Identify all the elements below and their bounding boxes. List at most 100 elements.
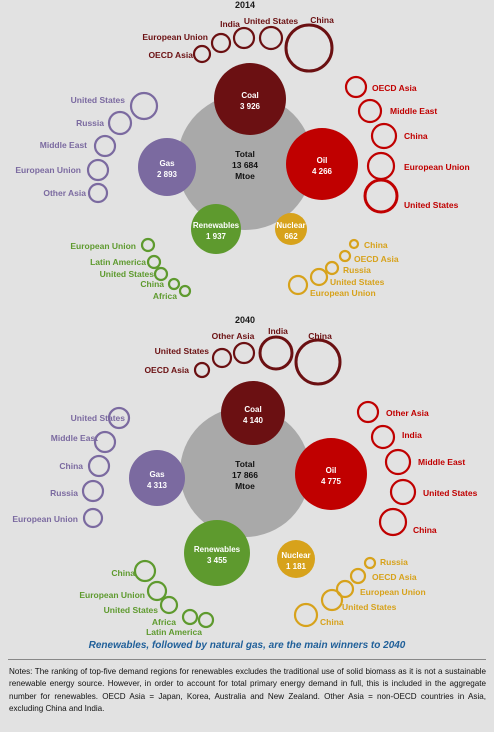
renewables-bubble — [184, 520, 250, 586]
oil-region-ring-other-asia — [356, 400, 380, 424]
nuclear-region-label-china: China — [364, 240, 388, 250]
oil-region-label-middle-east: Middle East — [390, 106, 437, 116]
renewables-region-label-european-union: European Union — [79, 590, 145, 600]
nuclear-region-label-russia: Russia — [343, 265, 371, 275]
coal-bubble — [214, 63, 286, 135]
coal-bubble — [221, 381, 285, 445]
gas-label: Gas — [159, 159, 175, 168]
renewables-region-ring-latin-america — [197, 611, 215, 629]
oil-region-ring-china — [370, 122, 398, 150]
coal-region-label-european-union: European Union — [142, 32, 208, 42]
total-unit: Mtoe — [235, 171, 255, 181]
gas-region-ring-russia — [81, 479, 105, 503]
renewables-region-label-africa: Africa — [153, 291, 177, 301]
nuclear-region-label-china: China — [320, 617, 344, 627]
nuclear-region-label-united-states: United States — [330, 277, 385, 287]
gas-region-label-middle-east: Middle East — [40, 140, 87, 150]
oil-region-label-middle-east: Middle East — [418, 457, 465, 467]
gas-region-label-china: China — [59, 461, 83, 471]
coal-value: 4 140 — [243, 416, 264, 425]
gas-region-ring-middle-east — [93, 134, 117, 158]
figure-caption: Renewables, followed by natural gas, are… — [88, 640, 406, 651]
coal-region-label-china: China — [310, 15, 334, 25]
gas-region-label-russia: Russia — [76, 118, 104, 128]
oil-region-ring-middle-east — [357, 98, 383, 124]
gas-region-ring-european-union — [86, 158, 110, 182]
gas-region-label-russia: Russia — [50, 488, 78, 498]
total-unit: Mtoe — [235, 481, 255, 491]
gas-value: 4 313 — [147, 481, 168, 490]
gas-region-ring-other-asia — [87, 182, 109, 204]
nuclear-region-ring-russia — [363, 556, 377, 570]
total-value: 13 684 — [232, 160, 258, 170]
nuclear-bubble — [277, 540, 315, 578]
oil-bubble — [295, 438, 367, 510]
gas-region-label-middle-east: Middle East — [51, 433, 98, 443]
oil-region-ring-india — [370, 424, 396, 450]
oil-region-ring-united-states — [389, 478, 417, 506]
gas-region-label-other-asia: Other Asia — [43, 188, 86, 198]
nuclear-region-label-russia: Russia — [380, 557, 408, 567]
nuclear-region-label-european-union: European Union — [360, 587, 426, 597]
coal-region-ring-oecd-asia — [193, 361, 211, 379]
renewables-region-ring-china — [133, 559, 157, 583]
divider — [8, 659, 486, 660]
oil-region-ring-china — [378, 507, 408, 537]
renewables-region-ring-european-union — [140, 237, 156, 253]
coal-region-label-oecd-asia: OECD Asia — [148, 50, 193, 60]
renewables-region-label-china: China — [111, 568, 135, 578]
coal-region-ring-china — [294, 338, 342, 386]
gas-bubble — [129, 450, 185, 506]
nuclear-region-ring-oecd-asia — [349, 567, 367, 585]
year-label: 2014 — [235, 0, 255, 10]
renewables-region-label-european-union: European Union — [70, 241, 136, 251]
gas-region-ring-middle-east — [93, 430, 117, 454]
total-label: Total — [235, 149, 255, 159]
gas-region-ring-united-states — [107, 406, 131, 430]
gas-region-ring-russia — [107, 110, 133, 136]
renewables-region-ring-latin-america — [146, 254, 162, 270]
renewables-label: Renewables — [194, 545, 241, 554]
gas-value: 2 893 — [157, 170, 178, 179]
coal-label: Coal — [241, 91, 258, 100]
renewables-region-ring-africa — [181, 608, 199, 626]
renewables-region-ring-united-states — [153, 266, 169, 282]
nuclear-value: 1 181 — [286, 562, 307, 571]
coal-region-ring-india — [232, 26, 256, 50]
gas-region-ring-united-states — [129, 91, 159, 121]
coal-region-ring-china — [284, 23, 334, 73]
coal-region-ring-india — [258, 335, 294, 371]
coal-region-label-india: India — [268, 326, 288, 336]
nuclear-label: Nuclear — [281, 551, 310, 560]
oil-region-label-oecd-asia: OECD Asia — [372, 83, 417, 93]
total-value: 17 866 — [232, 470, 258, 480]
coal-region-ring-united-states — [211, 347, 233, 369]
coal-region-label-united-states: United States — [244, 16, 299, 26]
nuclear-region-label-united-states: United States — [342, 602, 397, 612]
renewables-region-ring-china — [167, 277, 181, 291]
total-bubble — [180, 407, 310, 537]
coal-region-label-united-states: United States — [155, 346, 210, 356]
coal-region-label-china: China — [308, 331, 332, 341]
renewables-value: 1 937 — [206, 232, 227, 241]
nuclear-region-ring-european-union — [287, 274, 309, 296]
coal-value: 3 926 — [240, 102, 261, 111]
oil-region-ring-middle-east — [384, 448, 412, 476]
oil-region-label-united-states: United States — [423, 488, 478, 498]
renewables-region-label-africa: Africa — [152, 617, 176, 627]
oil-region-ring-european-union — [366, 151, 396, 181]
nuclear-region-label-oecd-asia: OECD Asia — [354, 254, 399, 264]
coal-region-label-india: India — [220, 19, 240, 29]
nuclear-region-ring-russia — [324, 260, 340, 276]
renewables-region-label-united-states: United States — [100, 269, 155, 279]
nuclear-region-ring-european-union — [335, 579, 355, 599]
coal-region-ring-other-asia — [232, 341, 256, 365]
coal-region-ring-european-union — [210, 32, 232, 54]
renewables-region-ring-european-union — [146, 580, 168, 602]
oil-label: Oil — [326, 466, 337, 475]
gas-region-label-united-states: United States — [71, 413, 126, 423]
gas-region-ring-european-union — [82, 507, 104, 529]
notes-text: Notes: The ranking of top-five demand re… — [9, 667, 486, 714]
gas-bubble — [138, 138, 196, 196]
renewables-region-ring-united-states — [159, 595, 179, 615]
